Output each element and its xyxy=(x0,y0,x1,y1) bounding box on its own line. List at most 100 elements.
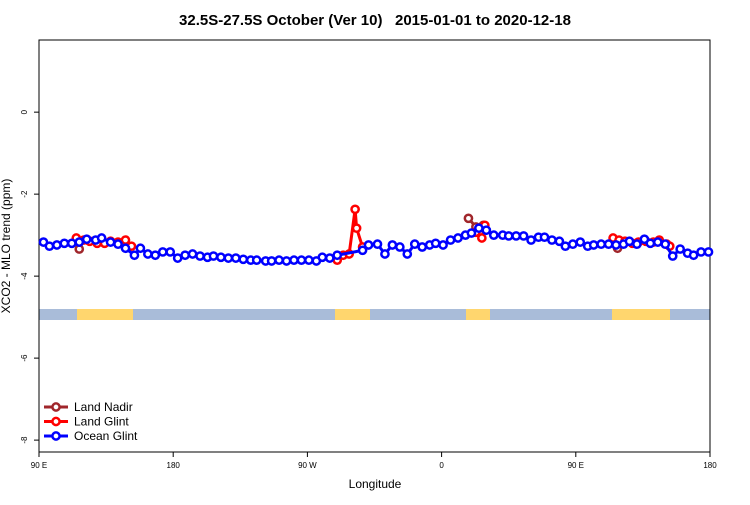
data-point xyxy=(526,235,536,245)
data-point xyxy=(317,252,328,263)
x-tick-label: 0 xyxy=(439,461,444,470)
data-point xyxy=(481,225,492,236)
land-band xyxy=(612,309,670,320)
data-point xyxy=(44,241,55,252)
x-tick-label: 90 E xyxy=(31,461,47,470)
data-point xyxy=(430,238,441,249)
data-point xyxy=(445,235,456,245)
data-point xyxy=(357,245,368,256)
data-point xyxy=(547,235,557,245)
data-point xyxy=(463,213,474,224)
x-tick-label: 90 E xyxy=(568,461,584,470)
data-point xyxy=(611,240,621,250)
data-point xyxy=(603,239,614,250)
data-point xyxy=(157,247,168,257)
data-point xyxy=(304,255,314,265)
data-point xyxy=(588,240,599,250)
data-point xyxy=(466,228,477,238)
ocean-band xyxy=(39,309,710,320)
data-point xyxy=(624,236,635,247)
data-point xyxy=(113,239,123,250)
data-point xyxy=(667,251,678,261)
data-point xyxy=(281,256,292,266)
data-point xyxy=(596,239,606,250)
data-point xyxy=(195,251,205,261)
data-point xyxy=(518,231,529,241)
data-point xyxy=(129,250,140,261)
data-point xyxy=(363,240,374,250)
y-tick-label: 0 xyxy=(20,109,29,114)
data-point xyxy=(332,250,343,261)
data-point xyxy=(503,231,514,241)
data-point xyxy=(511,231,522,241)
data-point xyxy=(652,237,663,247)
data-point xyxy=(172,253,183,263)
data-point xyxy=(394,242,405,252)
data-point xyxy=(474,223,484,234)
land-band xyxy=(466,309,490,320)
data-point xyxy=(223,253,234,263)
data-point xyxy=(387,240,398,250)
data-point xyxy=(438,240,448,250)
data-point xyxy=(238,254,249,265)
data-point xyxy=(180,250,190,261)
plot-frame xyxy=(38,39,711,453)
data-point xyxy=(105,237,116,247)
data-point xyxy=(632,239,642,250)
x-tick-label: 90 W xyxy=(298,461,317,470)
data-point xyxy=(703,247,714,257)
legend-label: Land Nadir xyxy=(74,400,133,414)
data-point xyxy=(402,249,413,259)
x-axis-label: Longitude xyxy=(349,477,402,491)
data-point xyxy=(380,249,390,259)
data-point xyxy=(266,256,277,266)
y-tick-label: -4 xyxy=(20,272,29,280)
data-point xyxy=(120,235,131,245)
data-point xyxy=(52,240,62,250)
data-point xyxy=(560,241,571,252)
x-tick-label: 180 xyxy=(703,461,717,470)
legend-marker xyxy=(51,431,61,441)
data-point xyxy=(350,204,360,215)
data-point xyxy=(251,255,262,265)
y-axis-label: XCO2 - MLO trend (ppm) xyxy=(0,179,13,314)
data-point xyxy=(645,238,656,249)
data-point xyxy=(567,239,578,250)
y-tick-label: -8 xyxy=(20,436,29,444)
data-point xyxy=(296,255,307,265)
data-point xyxy=(696,247,706,257)
data-point xyxy=(208,251,219,261)
data-point xyxy=(675,244,686,254)
data-point xyxy=(539,232,550,243)
data-point xyxy=(74,237,85,247)
data-point xyxy=(165,247,176,257)
legend-label: Land Glint xyxy=(74,415,129,429)
chart-title: 32.5S-27.5S October (Ver 10) 2015-01-01 … xyxy=(179,12,571,29)
data-point xyxy=(274,255,284,265)
data-point xyxy=(143,249,153,259)
x-tick-label: 180 xyxy=(167,461,181,470)
data-point xyxy=(488,230,499,240)
data-point xyxy=(351,223,362,234)
y-tick-label: -2 xyxy=(20,190,29,198)
legend-marker xyxy=(51,416,61,427)
data-point xyxy=(96,233,107,243)
data-point xyxy=(417,242,428,252)
data-point xyxy=(372,239,383,250)
data-point xyxy=(477,233,487,243)
data-point xyxy=(216,252,226,263)
legend-label: Ocean Glint xyxy=(74,429,138,443)
data-point xyxy=(230,253,241,263)
data-point xyxy=(81,234,92,245)
data-point xyxy=(289,255,299,265)
data-point xyxy=(554,236,565,247)
data-point xyxy=(59,238,70,249)
data-point xyxy=(66,238,77,249)
land-strip xyxy=(39,309,710,320)
data-point xyxy=(453,233,463,243)
data-point xyxy=(660,239,671,250)
land-band xyxy=(335,309,370,320)
legend-marker xyxy=(51,402,61,412)
